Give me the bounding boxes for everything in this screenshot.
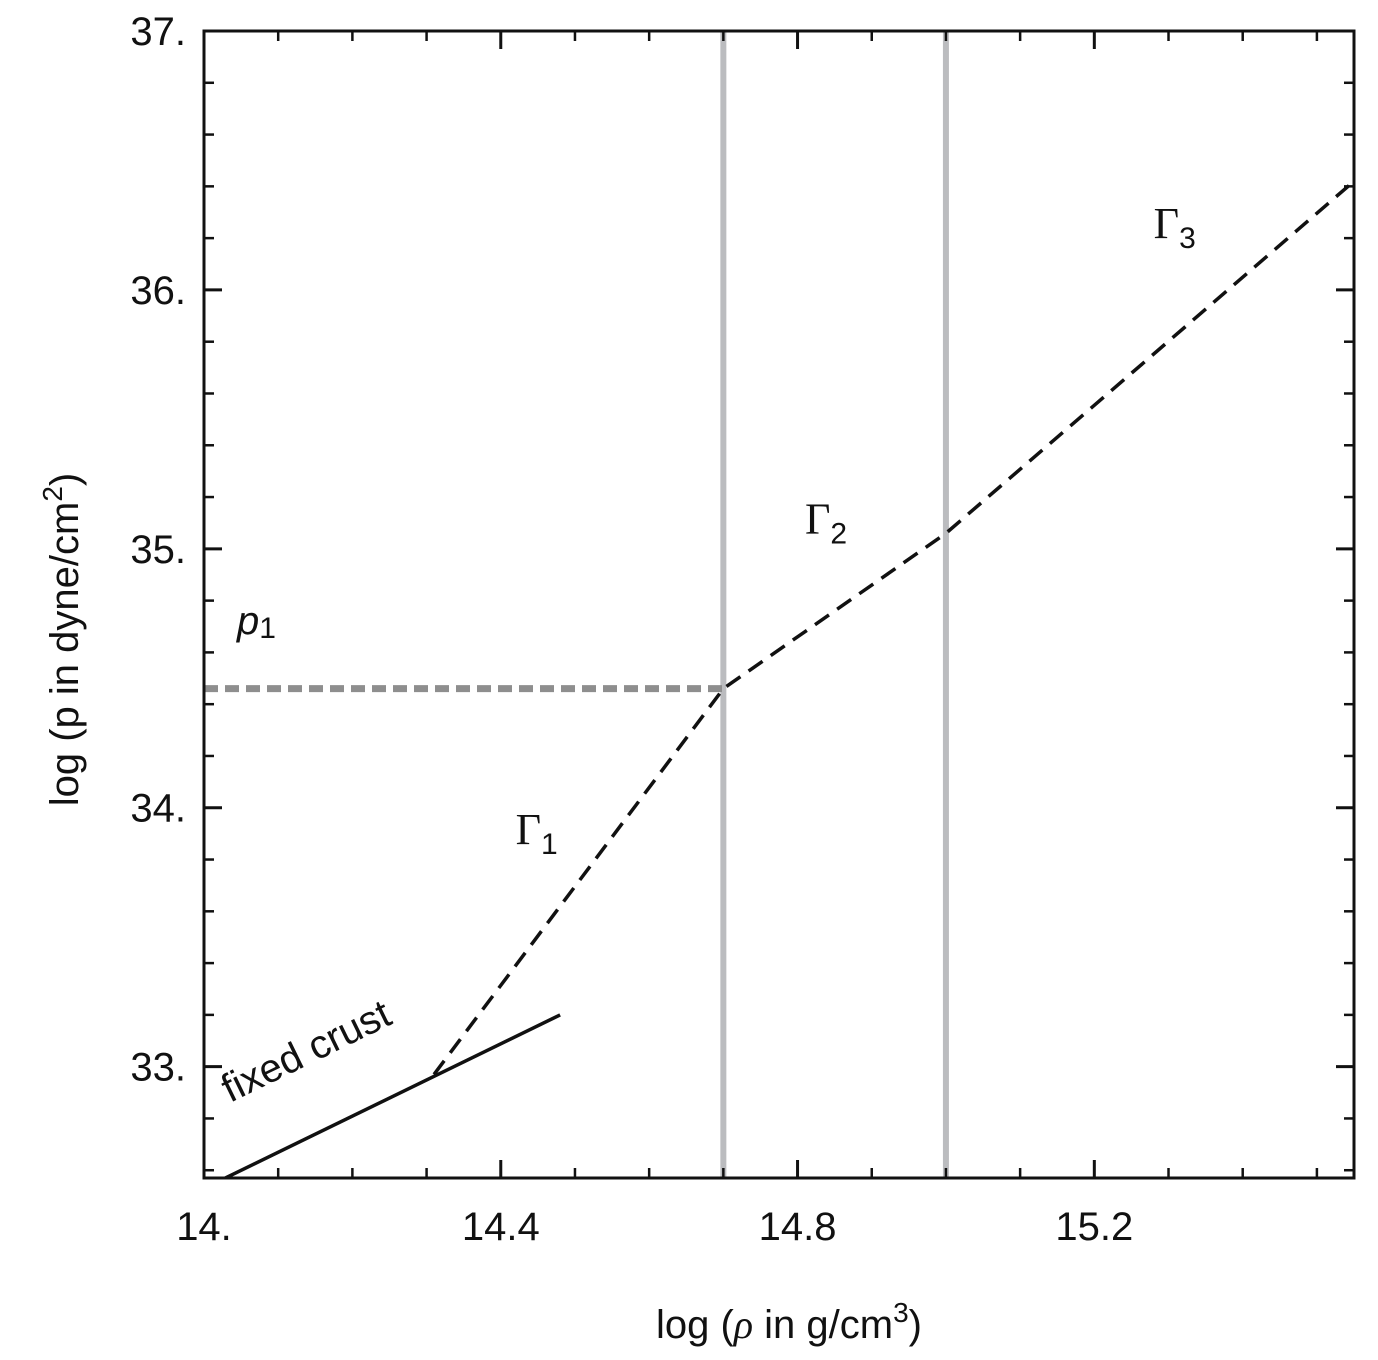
x-tick-label: 14.8	[759, 1205, 837, 1249]
fixed-crust-line	[221, 1013, 561, 1178]
y-axis-label: log (p in dyne/cm2)	[37, 473, 87, 807]
y-tick-label: 34.	[130, 787, 186, 831]
x-tick-label: 14.4	[462, 1205, 540, 1249]
y-tick-label: 36.	[130, 269, 186, 313]
x-axis-label: log (ρ in g/cm3)	[656, 1297, 922, 1347]
p1-label: p1	[236, 599, 276, 645]
series-group	[221, 179, 1354, 1178]
gamma-3-label: Γ3	[1154, 199, 1196, 255]
gamma-2-label: Γ2	[805, 494, 847, 550]
y-tick-label: 33.	[130, 1046, 186, 1090]
y-tick-label: 35.	[130, 528, 186, 572]
plot-frame	[202, 29, 1356, 1180]
p1-marker-group: p1	[204, 599, 724, 693]
x-tick-label: 15.2	[1055, 1205, 1133, 1249]
gamma-1-label: Γ1	[516, 805, 558, 861]
fixed-crust-label: fixed crust	[215, 992, 398, 1111]
labels-group: log (ρ in g/cm3) log (p in dyne/cm2) fix…	[37, 199, 1196, 1347]
y-tick-label: 37.	[130, 10, 186, 54]
boundary-lines	[720, 31, 949, 1178]
x-tick-label: 14.	[176, 1205, 232, 1249]
axes-group	[202, 29, 1356, 1180]
ticks-group: 14. 14.4 14.8 15.2 33. 34. 35. 36. 37.	[130, 10, 1354, 1249]
piecewise-polytrope-line	[432, 179, 1354, 1076]
